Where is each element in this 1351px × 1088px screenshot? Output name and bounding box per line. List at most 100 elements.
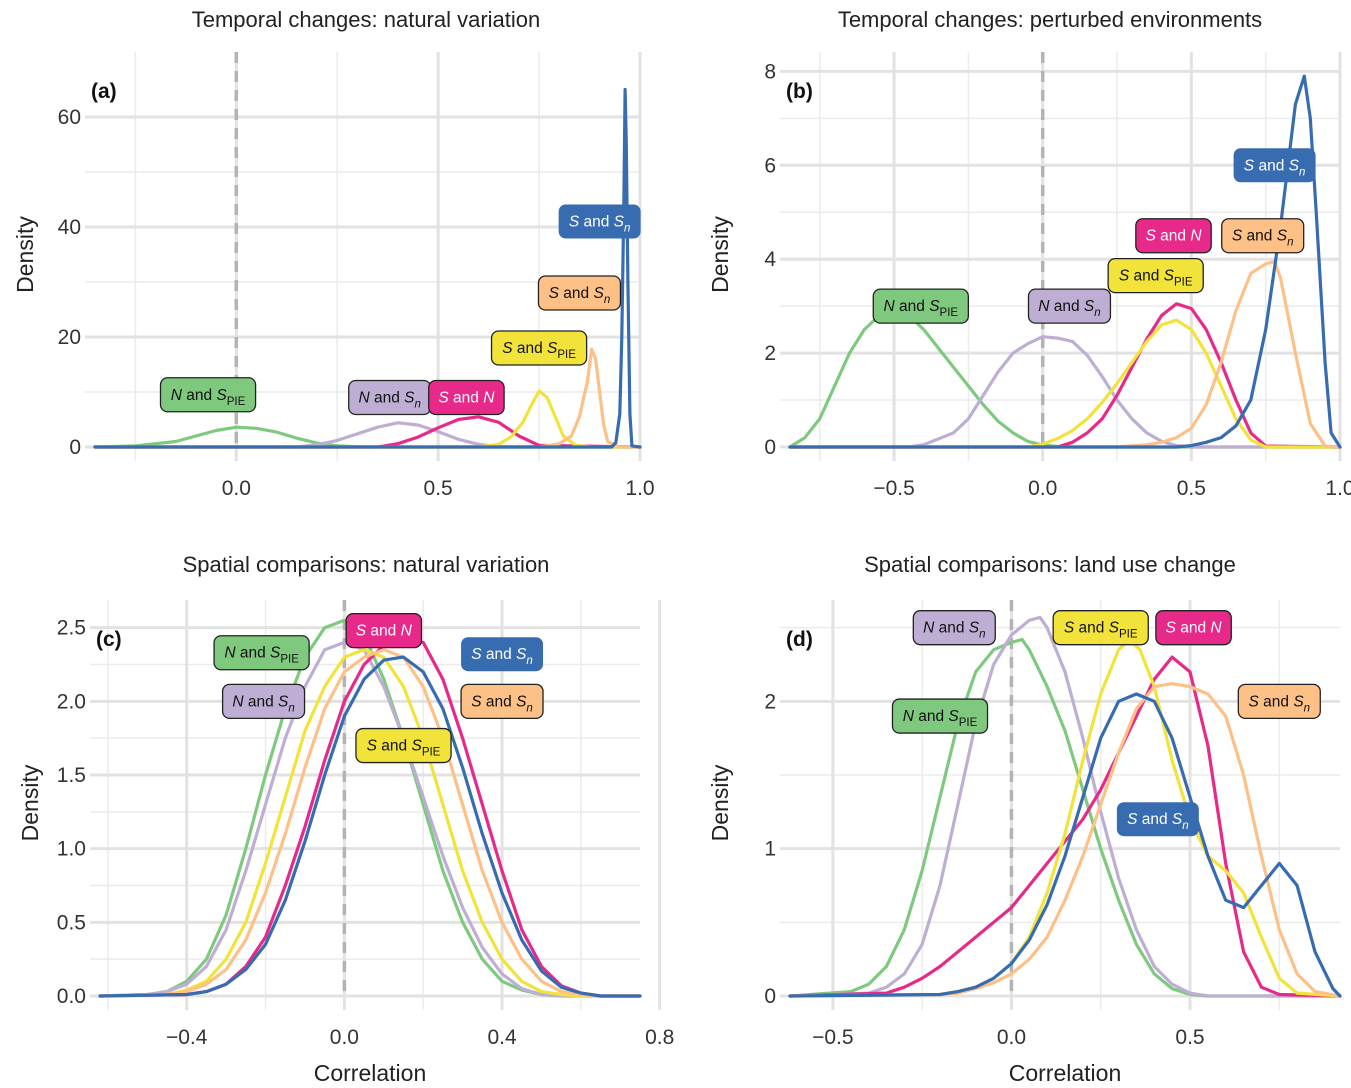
series-tag-text: S and Sn xyxy=(569,214,631,235)
series-tag-box xyxy=(872,288,970,324)
series-line xyxy=(93,421,642,449)
series-tag-box xyxy=(1237,683,1321,719)
series-tag: S and Sn xyxy=(1233,148,1316,183)
series-tag-box xyxy=(912,610,996,646)
series-tag: S and Sn xyxy=(1116,802,1199,837)
series-tag-text: S and Sn xyxy=(471,693,533,714)
y-axis-label: Density xyxy=(707,216,733,293)
series-tag-box xyxy=(159,377,257,413)
series-tag-box xyxy=(1116,802,1199,837)
series-tag-text: N and Sn xyxy=(1038,298,1100,319)
x-tick-label: 0.4 xyxy=(487,1026,517,1049)
series-tag-text: N and SPIE xyxy=(903,708,978,729)
y-axis-label: Density xyxy=(12,216,38,293)
y-tick-label: 4 xyxy=(764,248,776,271)
x-axis-label: Correlation xyxy=(314,1060,427,1086)
panel-letter: (d) xyxy=(786,628,813,651)
series-tag-text: S and N xyxy=(1145,228,1202,245)
series-line xyxy=(98,640,642,998)
y-axis-label: Density xyxy=(17,764,43,841)
series-tag: S and Sn xyxy=(1221,218,1305,254)
y-tick-label: 0.5 xyxy=(57,911,86,934)
x-tick-label: 0.5 xyxy=(1177,477,1206,500)
series-tag: S and N xyxy=(1155,610,1232,646)
series-tag-box xyxy=(490,330,588,366)
x-tick-label: −0.4 xyxy=(166,1026,208,1049)
x-tick-label: 1.0 xyxy=(1325,477,1351,500)
series-line xyxy=(93,347,642,449)
series-tag: S and Sn xyxy=(460,683,544,719)
series-tag: S and Sn xyxy=(1237,683,1321,719)
series-tag-text: S and SPIE xyxy=(1064,620,1138,641)
series-tag: S and Sn xyxy=(558,204,641,239)
series-line xyxy=(98,637,642,998)
series-line xyxy=(788,692,1342,998)
y-tick-label: 0 xyxy=(764,985,776,1008)
series-tag: N and SPIE xyxy=(213,635,310,671)
x-tick-label: 0.0 xyxy=(222,477,251,500)
y-tick-label: 0 xyxy=(69,436,81,459)
panel-title: Spatial comparisons: natural variation xyxy=(183,552,550,577)
series-tag-box xyxy=(1233,148,1316,183)
series-tag-box xyxy=(1107,257,1204,294)
panel-a: Temporal changes: natural variation 0.0 0.… xyxy=(12,7,655,500)
series-line xyxy=(788,637,1342,998)
series-tag: S and Sn xyxy=(537,275,622,311)
y-tick-label: 6 xyxy=(764,154,776,177)
panel-letter: (b) xyxy=(786,80,813,103)
series-tag-text: S and SPIE xyxy=(502,340,576,361)
series-tag-box xyxy=(460,683,544,719)
y-tick-label: 8 xyxy=(764,60,776,83)
series-line xyxy=(93,87,642,449)
series-line xyxy=(788,309,1342,449)
series-tag-text: S and SPIE xyxy=(1119,268,1193,289)
series-line xyxy=(788,259,1342,449)
y-axis-label: Density xyxy=(707,764,733,841)
series-tag-text: N and Sn xyxy=(232,693,294,714)
y-tick-label: 40 xyxy=(58,216,81,239)
y-tick-label: 2.0 xyxy=(57,690,86,713)
series-tag-text: N and SPIE xyxy=(224,645,299,666)
series-tag-box xyxy=(1052,610,1149,646)
panel-letter: (a) xyxy=(91,80,117,103)
x-tick-label: 0.0 xyxy=(997,1026,1026,1049)
series-tag-box xyxy=(1027,288,1112,324)
x-tick-label: −0.5 xyxy=(873,477,914,500)
series-tag-box xyxy=(345,612,423,649)
series-tag-text: N and SPIE xyxy=(884,298,959,319)
series-tag-text: S and Sn xyxy=(471,646,533,667)
series-tag: S and SPIE xyxy=(1052,610,1149,646)
series-line xyxy=(788,335,1342,449)
y-tick-label: 1.0 xyxy=(57,838,86,861)
series-tag-text: S and N xyxy=(356,623,413,640)
series-tag: N and Sn xyxy=(221,683,306,719)
series-tag: S and N xyxy=(428,379,505,416)
series-tag: S and SPIE xyxy=(490,330,588,366)
panel-d: Spatial comparisons: land use change −0.5… xyxy=(707,552,1342,1086)
series-tag: S and SPIE xyxy=(355,727,452,764)
series-tag: S and N xyxy=(1135,218,1212,254)
series-line xyxy=(93,415,642,449)
series-tag-box xyxy=(1135,218,1212,254)
series-tag-text: S and Sn xyxy=(1248,693,1310,714)
series-tag-text: S and Sn xyxy=(1232,228,1294,249)
y-tick-label: 1 xyxy=(764,838,776,861)
y-tick-label: 1.5 xyxy=(57,764,86,787)
x-tick-label: −0.5 xyxy=(812,1026,853,1049)
series-tag-box xyxy=(891,698,989,734)
series-line xyxy=(788,655,1342,998)
series-line xyxy=(788,74,1342,449)
series-line xyxy=(788,682,1342,998)
x-axis-label: Correlation xyxy=(1009,1060,1122,1086)
panel-title: Spatial comparisons: land use change xyxy=(864,552,1236,577)
series-tag: N and Sn xyxy=(1027,288,1112,324)
series-tag: S and N xyxy=(345,612,423,649)
series-tag-text: S and Sn xyxy=(1244,157,1306,178)
y-tick-label: 2 xyxy=(764,690,776,713)
series-tag: N and Sn xyxy=(348,379,432,416)
panel-c: Spatial comparisons: natural variation −0… xyxy=(17,552,674,1086)
series-tag-box xyxy=(221,683,306,719)
y-tick-label: 20 xyxy=(58,326,81,349)
series-tag-box xyxy=(537,275,622,311)
